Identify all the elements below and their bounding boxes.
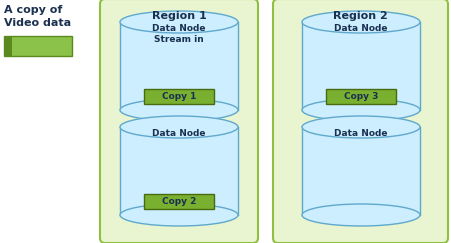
Bar <box>120 22 238 110</box>
Text: Copy 3: Copy 3 <box>344 92 378 101</box>
FancyBboxPatch shape <box>143 89 214 104</box>
Ellipse shape <box>302 99 420 121</box>
Bar <box>302 127 420 215</box>
Ellipse shape <box>120 99 238 121</box>
Bar <box>120 127 238 215</box>
Ellipse shape <box>120 11 238 33</box>
Text: Copy 2: Copy 2 <box>162 197 196 206</box>
Ellipse shape <box>302 204 420 226</box>
Text: Stream in: Stream in <box>154 35 204 44</box>
Ellipse shape <box>120 204 238 226</box>
FancyBboxPatch shape <box>273 0 448 243</box>
Text: Region 2: Region 2 <box>333 11 388 21</box>
Bar <box>302 22 420 110</box>
Text: A copy of: A copy of <box>4 5 62 15</box>
Text: Copy 1: Copy 1 <box>162 92 196 101</box>
Text: Data Node: Data Node <box>334 129 388 138</box>
Ellipse shape <box>120 116 238 138</box>
Bar <box>4 36 72 56</box>
Text: Data Node: Data Node <box>334 24 388 33</box>
Ellipse shape <box>302 116 420 138</box>
Text: Data Node: Data Node <box>152 129 206 138</box>
FancyBboxPatch shape <box>143 194 214 209</box>
Text: Data Node: Data Node <box>152 24 206 33</box>
FancyBboxPatch shape <box>100 0 258 243</box>
Ellipse shape <box>302 11 420 33</box>
FancyBboxPatch shape <box>326 89 396 104</box>
Bar <box>4 36 12 56</box>
Text: Region 1: Region 1 <box>152 11 207 21</box>
Text: Video data: Video data <box>4 18 71 28</box>
